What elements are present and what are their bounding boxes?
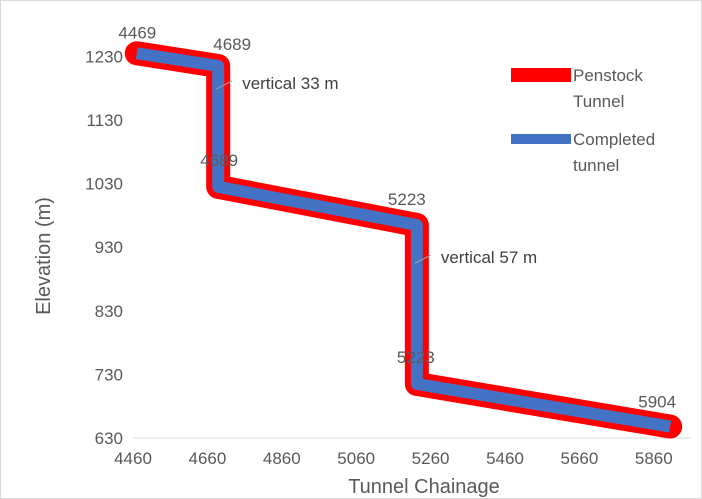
annotation-leader-line (414, 254, 432, 264)
data-point-label: 4689 (213, 35, 251, 54)
x-tick-label: 4460 (114, 449, 152, 468)
data-point-label: 5223 (388, 190, 426, 209)
axes-layer: 630 730 830 930 1030 1130 1230 4460 4660 4860 5060… (85, 47, 691, 468)
series-layer (124, 41, 683, 439)
data-point-label: 5223 (397, 348, 435, 367)
legend: Penstock Tunnel Completed tunnel (511, 66, 655, 175)
legend-label: Completed (573, 130, 655, 149)
x-tick-label: 5660 (560, 449, 598, 468)
x-tick-label: 5860 (635, 449, 673, 468)
x-axis-title: Tunnel Chainage (348, 476, 500, 498)
x-tick-label: 5060 (337, 449, 375, 468)
y-axis-title: Elevation (m) (33, 197, 55, 315)
y-tick-label: 630 (95, 429, 123, 448)
point-labels-layer: 4469 4689 4689 5223 5223 5904 vertical 33 m ver… (118, 23, 676, 411)
x-tick-label: 4860 (263, 449, 301, 468)
y-tick-label: 1130 (86, 111, 123, 130)
x-tick-label: 5460 (486, 449, 524, 468)
data-point-label: 5904 (638, 393, 676, 412)
annotation-label: vertical 33 m (242, 74, 338, 93)
data-point-label: 4689 (200, 151, 238, 170)
x-tick-label: 5260 (412, 449, 450, 468)
y-tick-label: 930 (95, 238, 123, 257)
annotation-leader-line (215, 80, 233, 90)
series-completed-line (135, 47, 672, 433)
legend-label: Penstock (573, 66, 643, 85)
y-tick-label: 1030 (85, 175, 123, 194)
data-point-label: 4469 (118, 23, 156, 42)
legend-label: Tunnel (573, 92, 624, 111)
y-tick-label: 1230 (85, 47, 123, 66)
x-tick-label: 4660 (188, 449, 226, 468)
y-tick-label: 830 (95, 302, 123, 321)
y-tick-label: 730 (95, 365, 123, 384)
legend-label: tunnel (573, 156, 619, 175)
annotation-label: vertical 57 m (441, 248, 537, 267)
